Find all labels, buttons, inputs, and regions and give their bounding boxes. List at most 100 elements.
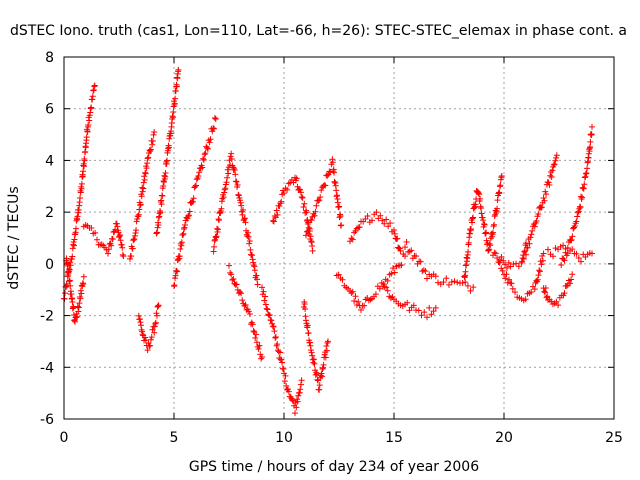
scatter-point [538, 261, 545, 268]
scatter-point [190, 195, 197, 202]
scatter-point [351, 297, 358, 304]
scatter-point [285, 180, 292, 187]
scatter-point [86, 112, 93, 119]
scatter-point [364, 212, 371, 219]
scatter-point [424, 275, 430, 282]
scatter-point [211, 115, 218, 122]
scatter-point [537, 204, 544, 211]
scatter-point [352, 293, 359, 300]
scatter-point [580, 185, 587, 192]
x-axis-label: GPS time / hours of day 234 of year 2006 [189, 459, 479, 475]
scatter-point [331, 169, 338, 176]
scatter-point [268, 317, 275, 324]
scatter-point [528, 231, 535, 238]
scatter-point [140, 179, 147, 186]
scatter-point [91, 83, 98, 90]
scatter-point [147, 342, 154, 349]
scatter-point [558, 262, 565, 269]
scatter-point [569, 246, 576, 253]
scatter-point [568, 276, 575, 283]
scatter-point [113, 220, 120, 227]
scatter-point [303, 232, 309, 239]
scatter-point [232, 171, 239, 178]
scatter-point [426, 304, 433, 311]
scatter-point [307, 342, 314, 349]
scatter-point [323, 347, 330, 354]
scatter-point [324, 172, 331, 179]
scatter-point [91, 82, 98, 89]
scatter-point [235, 191, 242, 198]
scatter-point [141, 176, 148, 183]
scatter-point [476, 191, 483, 198]
scatter-point [547, 172, 554, 179]
scatter-point [228, 150, 235, 157]
scatter-point [385, 223, 392, 230]
scatter-point [502, 261, 509, 268]
scatter-point [65, 268, 72, 275]
scatter-point [173, 268, 180, 275]
scatter-point [531, 223, 538, 230]
scatter-point [320, 364, 327, 371]
scatter-point [325, 338, 331, 345]
scatter-point [149, 141, 156, 148]
scatter-point [379, 217, 386, 224]
scatter-point [245, 308, 252, 315]
scatter-point [394, 235, 401, 242]
scatter-point [310, 359, 317, 366]
scatter-point [309, 356, 316, 363]
scatter-point [540, 194, 547, 201]
scatter-point [313, 369, 320, 376]
scatter-point [142, 337, 149, 344]
scatter-point [252, 334, 259, 341]
scatter-point [292, 410, 298, 417]
scatter-point [250, 327, 257, 334]
scatter-point [131, 236, 138, 243]
scatter-point [418, 312, 425, 319]
scatter-point [296, 186, 303, 193]
scatter-point [305, 329, 312, 336]
scatter-point [174, 268, 181, 275]
scatter-point [588, 131, 595, 138]
x-tick-label: 5 [170, 430, 179, 446]
scatter-point [242, 301, 249, 308]
scatter-point [241, 215, 248, 222]
plot-frame [63, 56, 615, 420]
scatter-point [402, 244, 408, 251]
scatter-point [543, 191, 550, 198]
scatter-point [245, 233, 252, 240]
scatter-point [170, 109, 177, 116]
scatter-point [551, 161, 558, 168]
scatter-point [85, 121, 92, 128]
scatter-point [250, 259, 257, 266]
scatter-point [269, 323, 276, 330]
scatter-point [137, 201, 144, 208]
scatter-point [199, 164, 206, 171]
scatter-point [388, 270, 395, 277]
scatter-point [568, 236, 575, 243]
scatter-point [533, 277, 540, 284]
x-tick-label: 20 [495, 430, 513, 446]
scatter-point [576, 203, 583, 210]
scatter-point [540, 250, 547, 257]
scatter-point [67, 262, 74, 269]
scatter-point [544, 293, 551, 300]
scatter-point [384, 287, 391, 294]
scatter-point [221, 189, 228, 196]
scatter-point [233, 281, 240, 288]
scatter-point [68, 256, 75, 263]
scatter-point [185, 212, 192, 219]
scatter-point [432, 273, 439, 280]
scatter-point [275, 348, 282, 355]
scatter-point [380, 281, 387, 288]
scatter-point [189, 198, 196, 205]
scatter-point [105, 250, 111, 257]
scatter-point [500, 257, 507, 264]
scatter-point [406, 248, 413, 255]
scatter-point [318, 370, 325, 377]
scatter-point [225, 170, 232, 177]
scatter-point [403, 238, 410, 245]
scatter-point [506, 276, 513, 283]
scatter-point [318, 373, 325, 380]
scatter-point [239, 211, 246, 218]
